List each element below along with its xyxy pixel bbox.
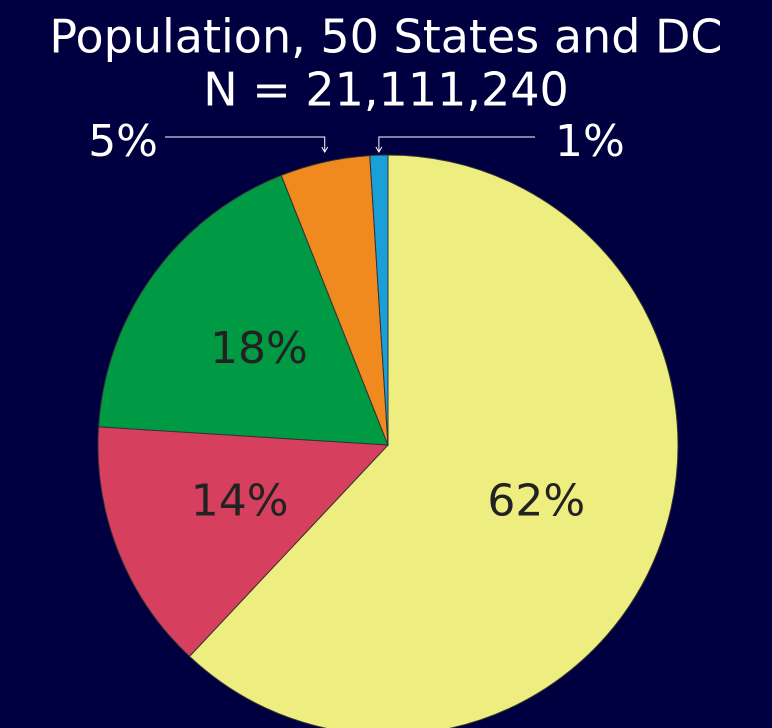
slice-label: 18% <box>210 323 308 374</box>
slice-label: 14% <box>191 476 289 527</box>
slice-label: 5% <box>88 116 158 167</box>
pie-slice <box>188 154 679 728</box>
chart-title: Population, 50 States and DC <box>49 10 722 64</box>
slice-label: 62% <box>487 476 585 527</box>
chart-subtitle: N = 21,111,240 <box>203 63 569 117</box>
pie-slice <box>97 426 390 658</box>
pie-slice <box>369 154 389 446</box>
leader-line <box>165 136 329 153</box>
slice-label: 1% <box>555 116 625 167</box>
leader-line <box>375 136 535 153</box>
pie-slice <box>98 174 389 446</box>
